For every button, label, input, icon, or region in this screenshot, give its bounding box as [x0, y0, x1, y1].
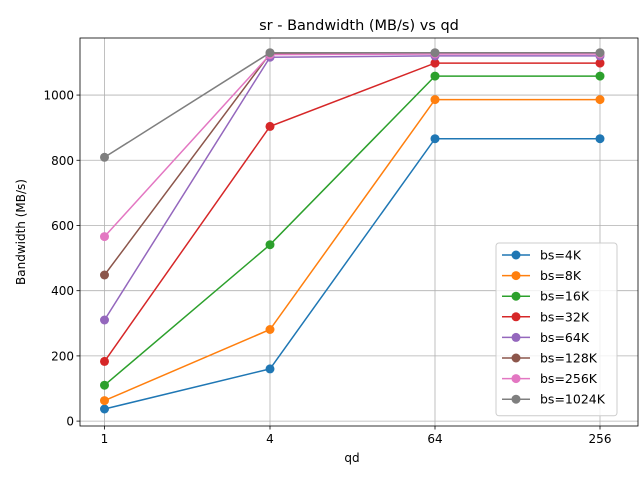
- series-line: [103, 53, 600, 238]
- legend-item: bs=256K: [502, 371, 598, 386]
- chart-title: sr - Bandwidth (MB/s) vs qd: [259, 18, 459, 34]
- legend-label: bs=32K: [540, 309, 590, 324]
- legend-marker: [511, 394, 521, 404]
- y-tick-label: 200: [51, 349, 74, 363]
- data-point: [100, 356, 109, 366]
- data-point: [595, 58, 605, 68]
- series-bs-4k: [100, 134, 605, 414]
- legend-label: bs=256K: [540, 371, 598, 386]
- series-bs-1024k: [100, 48, 605, 162]
- series-group: [100, 48, 605, 414]
- data-point: [265, 48, 275, 58]
- series-line: [104, 51, 600, 158]
- series-line: [104, 75, 600, 386]
- y-tick-label: 1000: [43, 89, 74, 103]
- legend-item: bs=8K: [502, 268, 582, 283]
- series-bs-32k: [100, 58, 605, 366]
- legend-marker: [511, 312, 521, 322]
- legend-label: bs=1024K: [540, 392, 606, 407]
- x-tick-label: 64: [427, 432, 442, 446]
- data-point: [100, 315, 109, 325]
- data-point: [100, 232, 109, 242]
- legend-label: bs=128K: [540, 351, 598, 366]
- data-point: [100, 396, 109, 406]
- data-point: [265, 121, 275, 131]
- legend-box: [495, 242, 618, 417]
- y-axis-label: Bandwidth (MB/s): [14, 179, 28, 285]
- y-tick-label: 600: [51, 219, 74, 233]
- series-bs-256k: [100, 49, 605, 242]
- y-tick-label: 0: [66, 415, 74, 429]
- plot-frame: [79, 37, 639, 427]
- legend-label: bs=4K: [540, 248, 582, 263]
- series-line: [103, 55, 600, 321]
- series-bs-16k: [100, 71, 605, 390]
- series-line: [104, 98, 600, 402]
- legend-marker: [511, 250, 521, 260]
- series-line: [103, 62, 600, 362]
- data-point: [430, 71, 440, 81]
- data-point: [430, 48, 440, 58]
- legend-marker: [511, 271, 521, 281]
- series-line: [103, 52, 600, 276]
- legend-item: bs=32K: [502, 309, 590, 324]
- x-tick-label: 256: [589, 432, 612, 446]
- data-point: [265, 364, 275, 374]
- axis-ticks: 1 4 64 256 0 200 400 600 800 1000: [43, 89, 611, 446]
- legend-item: bs=64K: [502, 330, 590, 345]
- legend-marker: [511, 291, 521, 301]
- legend-item: bs=16K: [502, 289, 590, 304]
- data-point: [595, 95, 605, 105]
- legend-item: bs=1024K: [502, 392, 606, 407]
- legend-label: bs=8K: [540, 268, 582, 283]
- data-point: [595, 71, 605, 81]
- x-axis-label: qd: [344, 451, 359, 465]
- data-point: [265, 325, 275, 334]
- legend-item: bs=4K: [502, 248, 582, 263]
- data-point: [430, 95, 440, 105]
- legend-marker: [511, 374, 521, 384]
- data-point: [595, 48, 605, 58]
- data-point: [100, 380, 109, 390]
- legend: bs=4K bs=8K bs=16K bs=32K bs=64K bs=128K bs=25…: [495, 242, 618, 417]
- data-point: [595, 134, 605, 144]
- y-tick-label: 400: [51, 284, 74, 298]
- data-point: [430, 134, 440, 144]
- series-line: [104, 137, 600, 410]
- data-point: [100, 270, 109, 280]
- data-point: [100, 152, 109, 162]
- legend-label: bs=64K: [540, 330, 590, 345]
- x-tick-label: 4: [266, 432, 274, 446]
- x-tick-label: 1: [101, 432, 109, 446]
- series-bs-8k: [100, 95, 605, 406]
- data-point: [100, 404, 109, 414]
- legend-item: bs=128K: [502, 351, 598, 366]
- legend-marker: [511, 332, 521, 342]
- legend-label: bs=16K: [540, 289, 590, 304]
- data-point: [265, 240, 275, 250]
- data-point: [430, 58, 440, 68]
- y-tick-label: 800: [51, 154, 74, 168]
- legend-marker: [511, 353, 521, 363]
